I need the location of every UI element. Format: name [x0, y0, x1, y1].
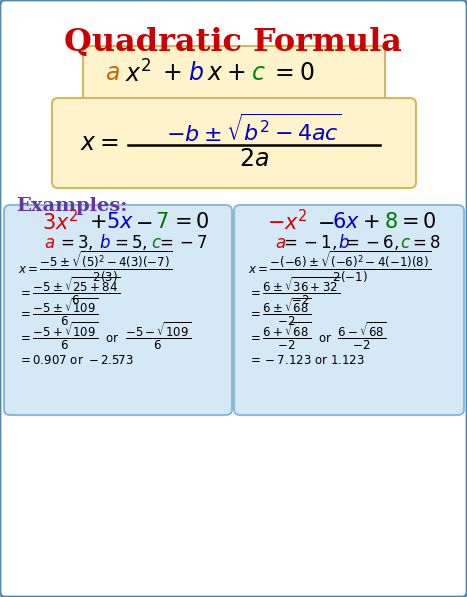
Text: $x = \dfrac{-5 \pm \sqrt{(5)^2 - 4(3)(-7)}}{2(3)}$: $x = \dfrac{-5 \pm \sqrt{(5)^2 - 4(3)(-7… — [18, 250, 172, 285]
Text: $+$: $+$ — [89, 212, 106, 232]
Text: $= 0$: $= 0$ — [170, 212, 210, 232]
Text: $= -1,$: $= -1,$ — [280, 233, 338, 253]
Text: $b$: $b$ — [338, 234, 350, 252]
Text: $x^2$: $x^2$ — [125, 60, 151, 88]
Text: $= \dfrac{6 \pm \sqrt{68}}{-2}$: $= \dfrac{6 \pm \sqrt{68}}{-2}$ — [248, 296, 311, 328]
Text: $= 3,$: $= 3,$ — [57, 233, 93, 253]
Text: $x = \dfrac{-(-6) \pm \sqrt{(-6)^2 - 4(-1)(8)}}{2(-1)}$: $x = \dfrac{-(-6) \pm \sqrt{(-6)^2 - 4(-… — [248, 250, 431, 285]
Text: $b$: $b$ — [188, 63, 204, 85]
Text: $= 0$: $= 0$ — [270, 63, 314, 85]
Text: $x$: $x$ — [206, 63, 223, 85]
Text: $= 0.907\ \mathrm{or}\ -2.573$: $= 0.907\ \mathrm{or}\ -2.573$ — [18, 355, 134, 368]
Text: $3x^2$: $3x^2$ — [42, 210, 78, 235]
Text: $= \dfrac{-5 \pm \sqrt{25 + 84}}{6}$: $= \dfrac{-5 \pm \sqrt{25 + 84}}{6}$ — [18, 275, 120, 307]
Text: $= -6,$: $= -6,$ — [342, 233, 400, 253]
Text: $x =$: $x =$ — [80, 133, 119, 155]
Text: $= \dfrac{-5 \pm \sqrt{109}}{6}$: $= \dfrac{-5 \pm \sqrt{109}}{6}$ — [18, 296, 99, 328]
Text: $= -7$: $= -7$ — [156, 235, 208, 251]
Text: $= \dfrac{6 + \sqrt{68}}{-2}\ \ \mathrm{or}\ \ \dfrac{6 - \sqrt{68}}{-2}$: $= \dfrac{6 + \sqrt{68}}{-2}\ \ \mathrm{… — [248, 321, 387, 352]
Text: $a$: $a$ — [276, 235, 287, 251]
Text: $-b \pm \sqrt{b^2 - 4ac}$: $-b \pm \sqrt{b^2 - 4ac}$ — [166, 115, 342, 147]
Text: $c$: $c$ — [150, 235, 162, 251]
Text: Quadratic Formula: Quadratic Formula — [64, 27, 402, 58]
Text: $= -7.123\ \mathrm{or}\ 1.123$: $= -7.123\ \mathrm{or}\ 1.123$ — [248, 355, 365, 368]
Text: $+$: $+$ — [226, 63, 246, 85]
Text: $2a$: $2a$ — [239, 147, 269, 171]
Text: $= 0$: $= 0$ — [397, 212, 437, 232]
Text: $7$: $7$ — [155, 212, 169, 232]
Text: $c$: $c$ — [400, 235, 410, 251]
Text: $a$: $a$ — [44, 235, 56, 251]
FancyBboxPatch shape — [4, 205, 232, 415]
Text: $-$: $-$ — [135, 212, 153, 232]
Text: $6x$: $6x$ — [332, 212, 360, 232]
FancyBboxPatch shape — [83, 46, 385, 104]
Text: $-x^2$: $-x^2$ — [267, 210, 307, 235]
FancyBboxPatch shape — [234, 205, 464, 415]
Text: $+$: $+$ — [362, 212, 380, 232]
Text: $8$: $8$ — [384, 212, 398, 232]
Text: $5x$: $5x$ — [106, 212, 134, 232]
Text: $= 5,$: $= 5,$ — [111, 233, 148, 253]
Text: $+$: $+$ — [163, 63, 182, 85]
Text: $a$: $a$ — [105, 63, 120, 85]
FancyBboxPatch shape — [52, 98, 416, 188]
Text: $-$: $-$ — [318, 212, 335, 232]
Text: $= \dfrac{6 \pm \sqrt{36 + 32}}{-2}$: $= \dfrac{6 \pm \sqrt{36 + 32}}{-2}$ — [248, 275, 340, 307]
Text: $c$: $c$ — [251, 63, 265, 85]
Text: $= \dfrac{-5 + \sqrt{109}}{6}\ \ \mathrm{or}\ \ \dfrac{-5 - \sqrt{109}}{6}$: $= \dfrac{-5 + \sqrt{109}}{6}\ \ \mathrm… — [18, 321, 191, 352]
Text: $b$: $b$ — [99, 234, 111, 252]
Text: $= 8$: $= 8$ — [409, 235, 441, 251]
Text: Examples:: Examples: — [16, 197, 127, 215]
